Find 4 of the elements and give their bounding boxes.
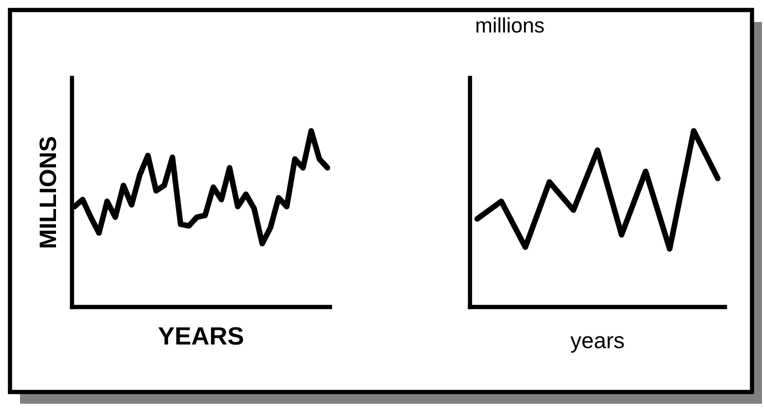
- x-axis-title: years: [570, 336, 624, 353]
- x-axis-title: YEARS: [158, 327, 244, 345]
- y-axis-title: millions: [476, 17, 544, 33]
- y-axis-title: MILLIONS: [40, 137, 56, 248]
